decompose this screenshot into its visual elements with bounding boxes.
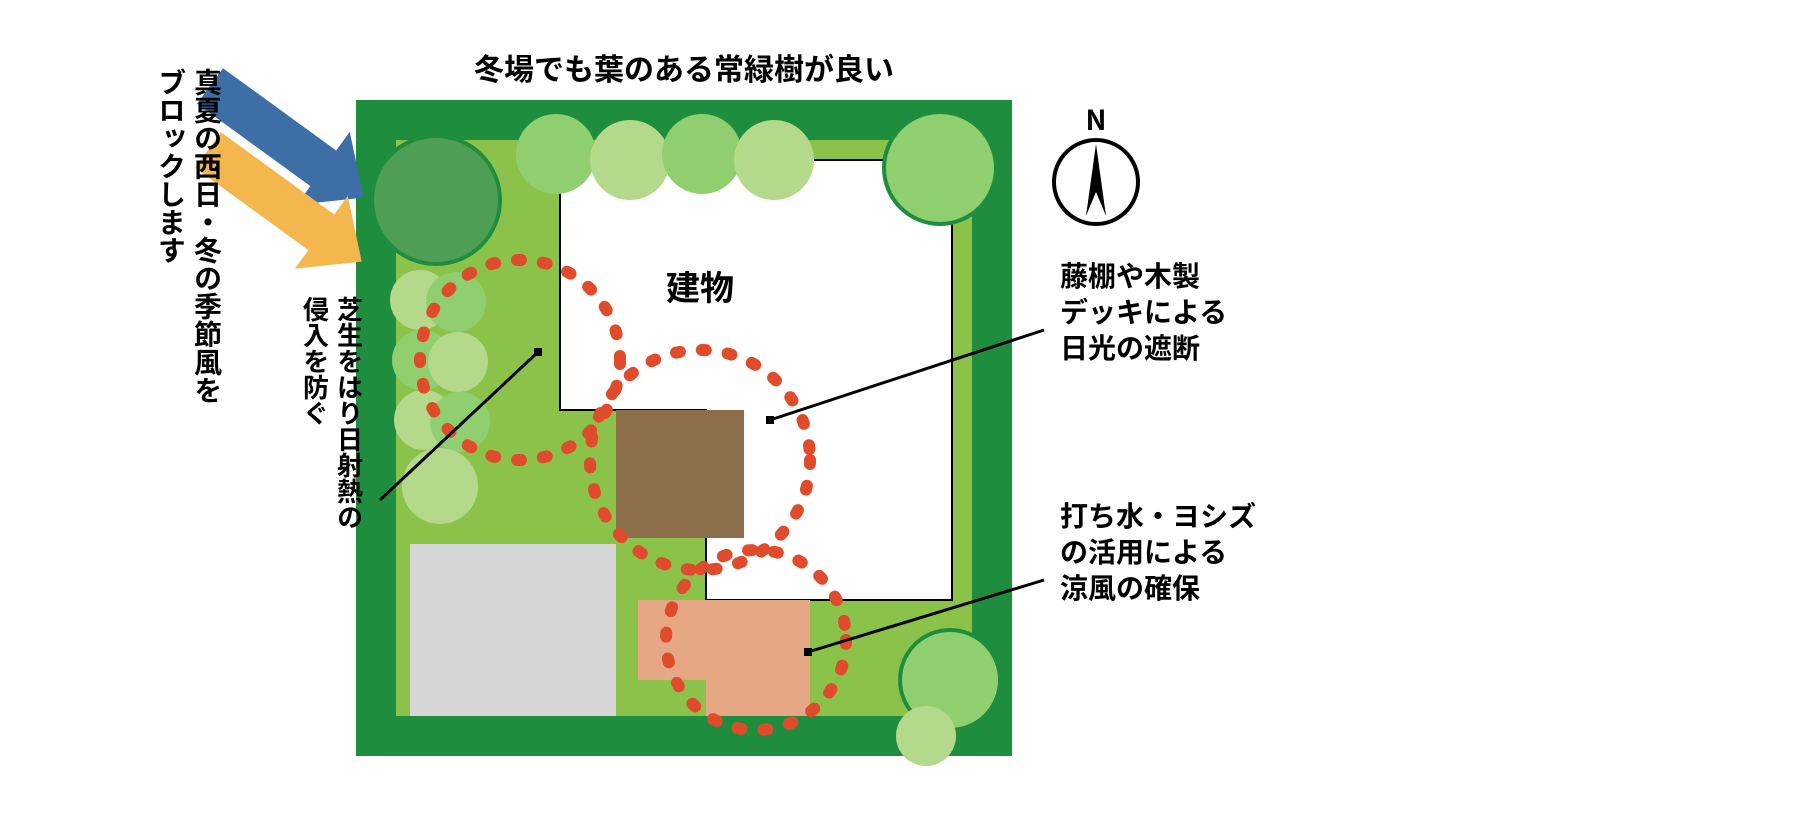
tree-12: [402, 448, 478, 524]
tree-9: [428, 332, 488, 392]
label-top: 冬場でも葉のある常緑樹が良い: [474, 45, 894, 89]
tree-0: [372, 136, 500, 264]
label-lawn-line-1: 侵入を防ぐ: [298, 296, 335, 426]
label-deck-line-1: デッキによる: [1060, 291, 1227, 331]
grey-patch: [410, 544, 616, 716]
label-building: 建物: [666, 261, 734, 310]
compass-label: N: [1086, 99, 1107, 139]
label-lawn-line-0: 芝生をはり日射熱の: [332, 296, 369, 530]
tree-7: [426, 272, 486, 332]
tree-4: [734, 120, 814, 200]
label-water-line-2: 涼風の確保: [1060, 567, 1200, 607]
tree-1: [516, 114, 596, 194]
label-deck-line-2: 日光の遮断: [1060, 327, 1200, 367]
label-deck-line-0: 藤棚や木製: [1060, 255, 1200, 295]
label-wind-line-0: 真夏の西日・冬の季節風を: [188, 68, 228, 404]
leader-dot-1: [766, 416, 774, 424]
leader-dot-2: [804, 648, 812, 656]
tree-5: [884, 112, 996, 224]
site-plan: [372, 112, 1044, 766]
label-water-line-0: 打ち水・ヨシズ: [1060, 495, 1256, 535]
leader-dot-0: [534, 348, 542, 356]
label-water-line-1: の活用による: [1060, 531, 1227, 571]
tree-3: [662, 114, 742, 194]
brown-patch: [616, 410, 744, 538]
label-wind-line-1: ブロックします: [152, 68, 192, 264]
tree-2: [590, 120, 670, 200]
tree-14: [896, 706, 956, 766]
